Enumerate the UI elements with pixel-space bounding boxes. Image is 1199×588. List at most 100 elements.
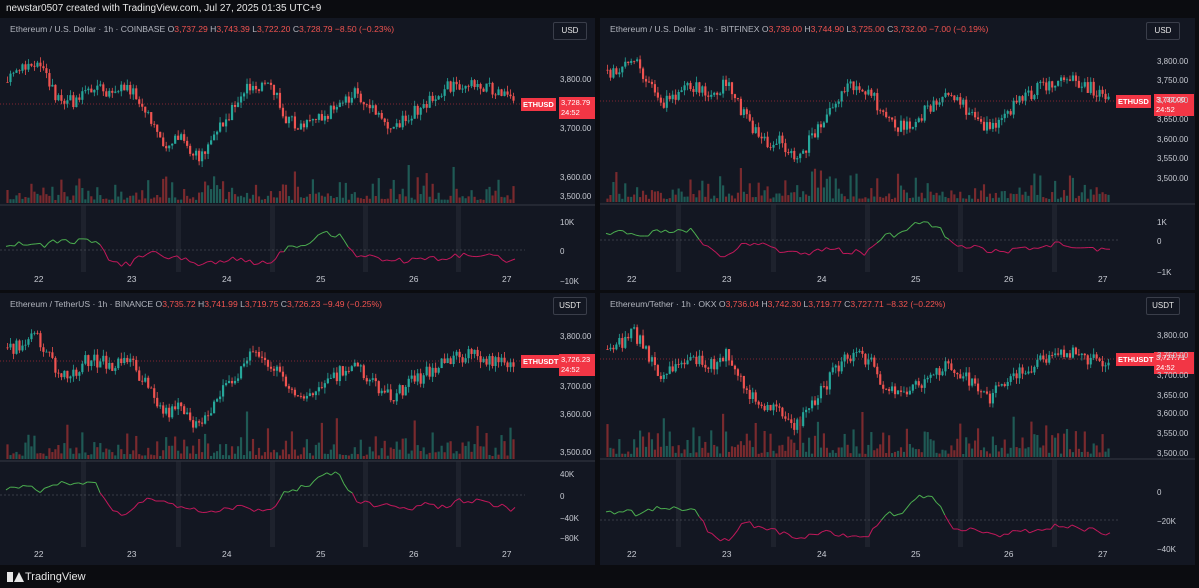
- time-axis-label[interactable]: 27: [502, 274, 512, 284]
- time-axis-label[interactable]: 22: [627, 549, 637, 559]
- price-axis-label[interactable]: 3,700.00: [1157, 371, 1189, 380]
- candle: [621, 337, 624, 348]
- oscillator-axis-label[interactable]: −10K: [560, 277, 579, 286]
- time-axis-label[interactable]: 22: [34, 274, 44, 284]
- price-axis-label[interactable]: 3,700.00: [560, 124, 592, 133]
- oscillator-axis-label[interactable]: 0: [1157, 237, 1162, 246]
- time-axis-label[interactable]: 27: [1098, 549, 1108, 559]
- price-axis-label[interactable]: 3,800.00: [1157, 57, 1189, 66]
- oscillator-axis-label[interactable]: −40K: [1157, 545, 1176, 554]
- price-axis-label[interactable]: 3,750.00: [1157, 76, 1189, 85]
- chart-canvas[interactable]: [600, 18, 1195, 290]
- oscillator-line: [407, 257, 413, 263]
- oscillator-axis-label[interactable]: 1K: [1157, 218, 1167, 227]
- time-axis-label[interactable]: 26: [409, 549, 419, 559]
- oscillator-axis-label[interactable]: 0: [560, 492, 565, 501]
- chart-panel-2[interactable]: Ethereum / U.S. Dollar · 1h · BITFINEX O…: [600, 18, 1195, 290]
- time-axis-label[interactable]: 26: [1004, 274, 1014, 284]
- oscillator-axis-label[interactable]: 0: [1157, 488, 1162, 497]
- volume-bar: [87, 455, 90, 459]
- candle: [997, 385, 1000, 387]
- chart-panel-3[interactable]: Ethereum / TetherUS · 1h · BINANCE O3,73…: [0, 293, 595, 565]
- time-axis-label[interactable]: 24: [222, 549, 232, 559]
- time-axis-label[interactable]: 24: [817, 549, 827, 559]
- symbol-legend[interactable]: Ethereum / TetherUS · 1h · BINANCE O3,73…: [10, 299, 382, 309]
- oscillator-axis-label[interactable]: 40K: [560, 470, 575, 479]
- oscillator-line: [5, 486, 11, 491]
- price-axis-label[interactable]: 3,700.00: [560, 382, 592, 391]
- volume-bar: [108, 449, 111, 459]
- price-axis-label[interactable]: 3,800.00: [560, 332, 592, 341]
- time-axis-label[interactable]: 23: [127, 549, 137, 559]
- volume-bar: [467, 441, 470, 459]
- time-axis-label[interactable]: 23: [722, 549, 732, 559]
- time-axis-label[interactable]: 24: [817, 274, 827, 284]
- price-axis-label[interactable]: 3,800.00: [1157, 331, 1189, 340]
- oscillator-axis-label[interactable]: −1K: [1157, 268, 1172, 277]
- time-axis-label[interactable]: 22: [627, 274, 637, 284]
- candle: [207, 144, 210, 154]
- oscillator-line: [1058, 241, 1064, 246]
- price-axis-label[interactable]: 3,750.00: [1157, 351, 1189, 360]
- currency-button[interactable]: USDT: [1146, 297, 1180, 315]
- oscillator-line: [305, 242, 310, 246]
- oscillator-axis-label[interactable]: 0: [560, 247, 565, 256]
- symbol-legend[interactable]: Ethereum / U.S. Dollar · 1h · COINBASE O…: [10, 24, 394, 34]
- candle: [180, 402, 183, 407]
- oscillator-axis-label[interactable]: −20K: [1157, 517, 1176, 526]
- candle: [899, 390, 903, 392]
- volume-bar: [108, 199, 111, 203]
- chart-canvas[interactable]: [0, 293, 595, 565]
- price-axis-label[interactable]: 3,600.00: [1157, 409, 1189, 418]
- price-axis-label[interactable]: 3,600.00: [560, 410, 592, 419]
- price-axis-label[interactable]: 3,550.00: [1157, 429, 1189, 438]
- time-axis-label[interactable]: 27: [502, 549, 512, 559]
- time-axis-label[interactable]: 27: [1098, 274, 1108, 284]
- time-axis-label[interactable]: 25: [316, 274, 326, 284]
- time-axis-label[interactable]: 25: [911, 549, 921, 559]
- oscillator-line: [991, 248, 996, 254]
- volume-bar: [808, 195, 811, 202]
- chart-panel-4[interactable]: Ethereum/Tether · 1h · OKX O3,736.04 H3,…: [600, 293, 1195, 565]
- time-axis-label[interactable]: 25: [316, 549, 326, 559]
- candle: [932, 374, 935, 376]
- oscillator-axis-label[interactable]: −80K: [560, 534, 579, 543]
- oscillator-line: [365, 254, 370, 258]
- oscillator-axis-label[interactable]: 10K: [560, 218, 575, 227]
- price-axis-label[interactable]: 3,500.00: [1157, 174, 1189, 183]
- chart-canvas[interactable]: [600, 293, 1195, 565]
- volume-bar: [126, 197, 129, 203]
- currency-button[interactable]: USD: [553, 22, 587, 40]
- symbol-legend[interactable]: Ethereum/Tether · 1h · OKX O3,736.04 H3,…: [610, 299, 945, 309]
- time-axis-label[interactable]: 24: [222, 274, 232, 284]
- price-axis-label[interactable]: 3,600.00: [1157, 135, 1189, 144]
- price-axis-label[interactable]: 3,650.00: [1157, 115, 1189, 124]
- candle: [30, 333, 33, 340]
- time-axis-label[interactable]: 23: [127, 274, 137, 284]
- time-axis-label[interactable]: 25: [911, 274, 921, 284]
- price-axis-label[interactable]: 3,500.00: [560, 192, 592, 201]
- session-break: [865, 204, 870, 272]
- price-axis-label[interactable]: 3,800.00: [560, 75, 592, 84]
- volume-bar: [329, 449, 332, 459]
- time-axis-label[interactable]: 22: [34, 549, 44, 559]
- price-axis-label[interactable]: 3,500.00: [1157, 449, 1189, 458]
- tradingview-logo[interactable]: TradingView: [7, 571, 86, 583]
- chart-panel-1[interactable]: Ethereum / U.S. Dollar · 1h · COINBASE O…: [0, 18, 595, 290]
- price-axis-label[interactable]: 3,550.00: [1157, 154, 1189, 163]
- oscillator-line: [868, 528, 874, 537]
- chart-canvas[interactable]: [0, 18, 595, 290]
- price-axis-label[interactable]: 3,600.00: [560, 173, 592, 182]
- oscillator-axis-label[interactable]: −40K: [560, 514, 579, 523]
- price-axis-label[interactable]: 3,500.00: [560, 448, 592, 457]
- time-axis-label[interactable]: 26: [409, 274, 419, 284]
- price-axis-label[interactable]: 3,650.00: [1157, 391, 1189, 400]
- currency-button[interactable]: USD: [1146, 22, 1180, 40]
- time-axis-label[interactable]: 26: [1004, 549, 1014, 559]
- oscillator-line: [236, 257, 242, 262]
- volume-bar: [24, 197, 27, 203]
- price-axis-label[interactable]: 3,700.00: [1157, 96, 1189, 105]
- time-axis-label[interactable]: 23: [722, 274, 732, 284]
- symbol-legend[interactable]: Ethereum / U.S. Dollar · 1h · BITFINEX O…: [610, 24, 988, 34]
- currency-button[interactable]: USDT: [553, 297, 587, 315]
